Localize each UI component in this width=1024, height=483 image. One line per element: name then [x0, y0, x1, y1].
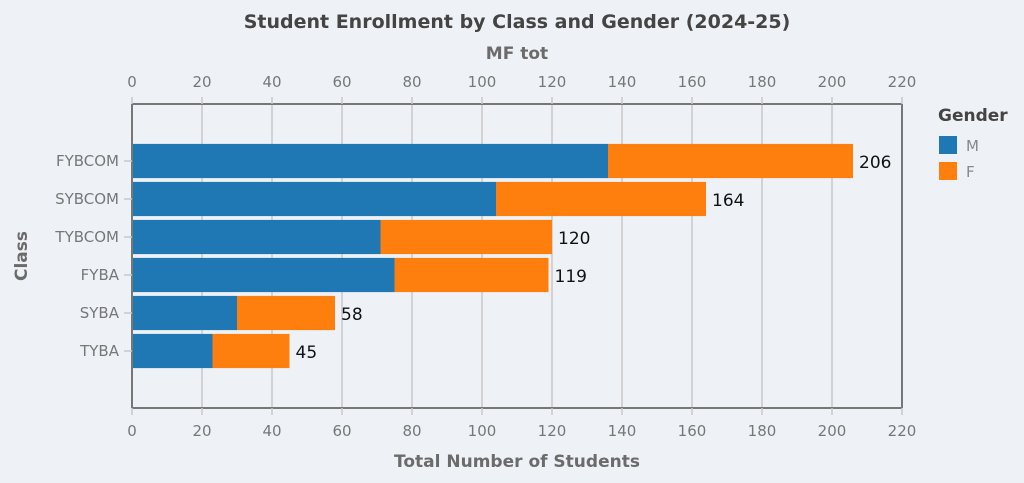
top-axis-title: MF tot: [486, 44, 548, 64]
total-labels: 206 164 120 119 58 45: [296, 153, 892, 363]
bar-syba-m: [132, 295, 237, 331]
bar-tyba-f: [212, 333, 290, 369]
y-axis-title: Class: [12, 231, 32, 281]
plot-frame: [131, 103, 903, 409]
x-axis-title: Total Number of Students: [394, 452, 640, 472]
bar-tybcom-f: [380, 219, 552, 255]
bottom-tick-label: 100: [468, 422, 497, 440]
bar-fyba-m: [132, 257, 395, 293]
bottom-tick-label: 180: [748, 422, 777, 440]
legend-title: Gender: [938, 106, 1008, 126]
category-label: SYBCOM: [55, 190, 119, 208]
top-tick-label: 20: [192, 73, 211, 91]
bar-fybcom-m: [132, 143, 608, 179]
top-tick-label: 120: [538, 73, 567, 91]
top-tick-label: 140: [608, 73, 637, 91]
top-tick-label: 200: [818, 73, 847, 91]
bottom-tick-label: 0: [127, 422, 137, 440]
total-label: 45: [296, 343, 318, 363]
axis-ticks: 0 0 20 20 40 40 60 60 80 80 100 100 120 120 140 140 160 1…: [127, 73, 916, 440]
legend-label-f: F: [966, 163, 975, 181]
bottom-tick-label: 120: [538, 422, 567, 440]
bar-sybcom-m: [132, 181, 496, 217]
total-label: 119: [555, 267, 587, 287]
bottom-tick-label: 40: [262, 422, 281, 440]
bottom-tick-label: 220: [888, 422, 917, 440]
total-label: 120: [558, 229, 590, 249]
total-label: 58: [341, 305, 363, 325]
top-tick-label: 0: [127, 73, 137, 91]
bar-fybcom-f: [608, 143, 853, 179]
top-tick-label: 160: [678, 73, 707, 91]
bars: [132, 143, 853, 369]
legend-label-m: M: [966, 137, 979, 155]
category-label: TYBA: [79, 342, 120, 360]
legend-swatch-f: [939, 162, 957, 180]
category-label: FYBCOM: [56, 152, 119, 170]
category-label: FYBA: [81, 266, 120, 284]
top-tick-label: 100: [468, 73, 497, 91]
bar-tybcom-m: [132, 219, 381, 255]
top-tick-label: 220: [888, 73, 917, 91]
chart-title: Student Enrollment by Class and Gender (…: [244, 11, 791, 33]
bottom-tick-label: 140: [608, 422, 637, 440]
category-labels: FYBCOM SYBCOM TYBCOM FYBA SYBA TYBA: [54, 152, 132, 360]
category-label: TYBCOM: [54, 228, 119, 246]
bar-tyba-m: [132, 333, 213, 369]
legend: Gender M F: [938, 106, 1008, 181]
bottom-tick-label: 60: [332, 422, 351, 440]
bar-syba-f: [237, 295, 335, 331]
bottom-tick-label: 160: [678, 422, 707, 440]
top-tick-label: 80: [402, 73, 421, 91]
category-label: SYBA: [80, 304, 120, 322]
bottom-tick-label: 200: [818, 422, 847, 440]
bar-sybcom-f: [496, 181, 706, 217]
bottom-tick-label: 80: [402, 422, 421, 440]
top-tick-label: 180: [748, 73, 777, 91]
total-label: 164: [712, 191, 744, 211]
legend-swatch-m: [939, 136, 957, 154]
bar-fyba-f: [394, 257, 549, 293]
top-tick-label: 40: [262, 73, 281, 91]
bottom-tick-label: 20: [192, 422, 211, 440]
total-label: 206: [859, 153, 891, 173]
top-tick-label: 60: [332, 73, 351, 91]
